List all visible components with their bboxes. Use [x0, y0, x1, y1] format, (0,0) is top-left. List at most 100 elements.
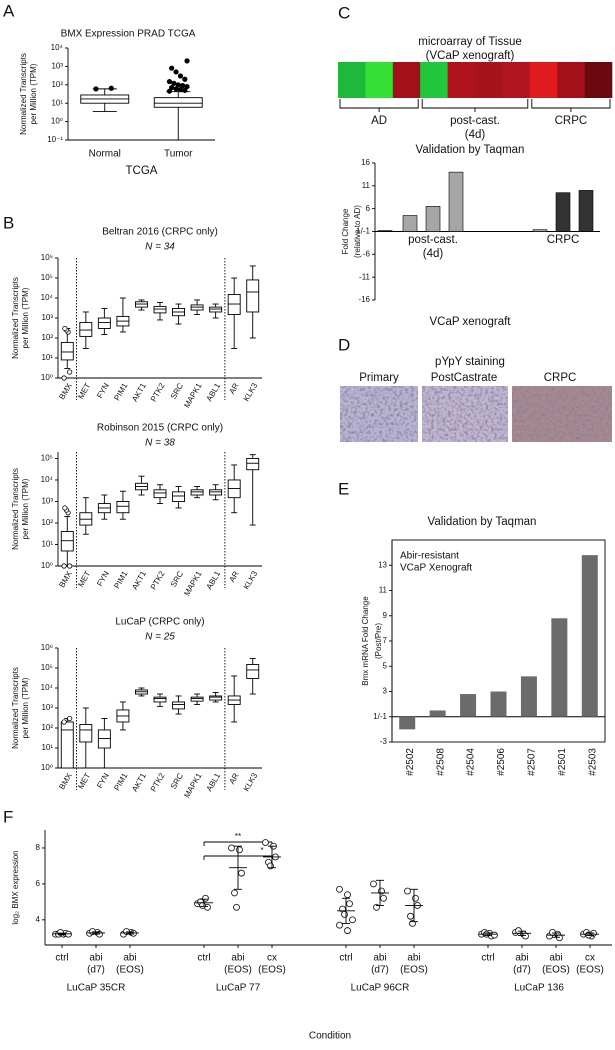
x-tick-label: cx: [267, 953, 277, 964]
data-point: [238, 869, 245, 877]
x-tick-label: abi: [515, 953, 528, 964]
x-tick-label: ctrl: [55, 953, 68, 964]
x-tick-label: abi: [123, 953, 136, 964]
y-tick-label: 10⁴: [41, 683, 54, 692]
group-label: post-cast.: [450, 115, 500, 127]
y-tick-label: 10²: [41, 723, 53, 732]
chart-title: LuCaP (CRPC only): [115, 617, 204, 628]
x-tick-label: #2508: [435, 748, 446, 776]
annotation: VCaP Xenograft: [400, 563, 472, 574]
panel-label: C: [338, 3, 350, 22]
outlier: [169, 85, 175, 91]
y-tick-label: -16: [358, 295, 370, 304]
box: [79, 321, 93, 337]
outlier: [67, 715, 73, 722]
box: [60, 341, 74, 361]
outlier: [62, 505, 68, 511]
y-tick-label: 10⁵: [41, 454, 53, 463]
group-label: LuCaP 136: [514, 983, 564, 994]
y-axis-label: Normalized Transcripts: [11, 667, 20, 749]
y-tick-label: 13: [378, 560, 387, 569]
box: [60, 721, 74, 769]
x-tick-label: MET: [76, 569, 92, 588]
bar: [490, 691, 507, 717]
outlier: [173, 86, 179, 92]
chart-title: Validation by Taqman: [416, 144, 525, 156]
x-tick-label: BMX: [57, 381, 74, 401]
x-tick-label: ABL1: [205, 569, 223, 591]
x-tick-label: (EOS): [224, 965, 252, 976]
data-point: [236, 846, 243, 854]
x-tick-label: #2506: [496, 748, 507, 776]
staining-texture: [512, 386, 612, 442]
box: [172, 701, 185, 710]
y-tick-label: 11: [379, 586, 388, 595]
y-tick-label: 10²: [41, 518, 53, 527]
bar: [520, 676, 537, 717]
y-tick-label: 10¹: [41, 540, 53, 549]
staining-texture: [340, 386, 418, 442]
x-tick-label: AKT1: [130, 771, 148, 793]
box: [116, 501, 130, 514]
box: [209, 489, 223, 496]
x-tick-label: PIM1: [112, 569, 129, 590]
outlier: [177, 73, 184, 79]
staining-label: Primary: [359, 372, 399, 384]
heatmap-cell: [392, 62, 421, 98]
outlier: [61, 719, 67, 725]
x-tick-label: MET: [76, 771, 92, 790]
x-axis-label: VCaP xenograft: [430, 316, 512, 328]
x-tick-label: (EOS): [542, 965, 570, 976]
y-tick-label: 10⁵: [41, 273, 53, 282]
y-tick-label: 1/-1: [373, 712, 387, 721]
data-point: [199, 902, 206, 909]
box: [246, 664, 260, 679]
staining-label: PostCastrate: [431, 372, 497, 384]
x-tick-label: ctrl: [197, 953, 210, 964]
outlier: [67, 563, 73, 569]
y-tick-label: 3: [383, 687, 388, 696]
chart-subtitle: N = 38: [145, 438, 175, 449]
bar: [448, 171, 464, 232]
group-label: post-cast.: [408, 234, 458, 246]
x-tick-label: SRC: [169, 569, 185, 588]
box: [153, 97, 203, 108]
x-axis-label: TCGA: [126, 165, 158, 177]
box: [79, 724, 93, 743]
box: [190, 696, 204, 702]
x-tick-label: FYN: [95, 771, 111, 790]
box: [153, 305, 167, 314]
outlier: [62, 325, 68, 332]
y-axis-label: Bmx mRNA Fold Change: [361, 596, 370, 686]
x-tick-label: (EOS): [258, 965, 286, 976]
outlier: [108, 85, 114, 91]
group-label: CRPC: [547, 234, 580, 246]
data-point: [344, 891, 351, 899]
group-label: (4d): [423, 248, 444, 260]
heatmap-cell: [529, 62, 558, 98]
x-tick-label: #2507: [527, 748, 538, 776]
box: [153, 696, 167, 703]
y-tick-label: 10⁰: [51, 117, 63, 126]
outlier: [169, 65, 175, 71]
chart-title: Robinson 2015 (CRPC only): [97, 423, 223, 434]
x-tick-label: abi: [373, 953, 386, 964]
y-tick-label: 10⁵: [41, 663, 53, 672]
x-tick-label: PTK2: [149, 569, 167, 591]
heatmap-cell: [365, 62, 394, 98]
outlier: [173, 69, 179, 75]
chart-title: BMX Expression PRAD TCGA: [61, 29, 196, 40]
x-tick-label: (EOS): [400, 965, 428, 976]
x-tick-label: KLK3: [242, 771, 260, 793]
bar: [460, 694, 477, 717]
data-point: [549, 928, 556, 936]
data-point: [404, 887, 411, 895]
y-axis-label: (Post/Pre): [374, 623, 383, 659]
x-tick-label: #2502: [405, 748, 416, 776]
y-tick-label: 6: [36, 879, 41, 888]
outlier: [61, 563, 67, 569]
chart-title: Beltran 2016 (CRPC only): [102, 227, 218, 238]
group-bracket: [421, 99, 529, 112]
x-tick-label: AR: [227, 569, 240, 583]
